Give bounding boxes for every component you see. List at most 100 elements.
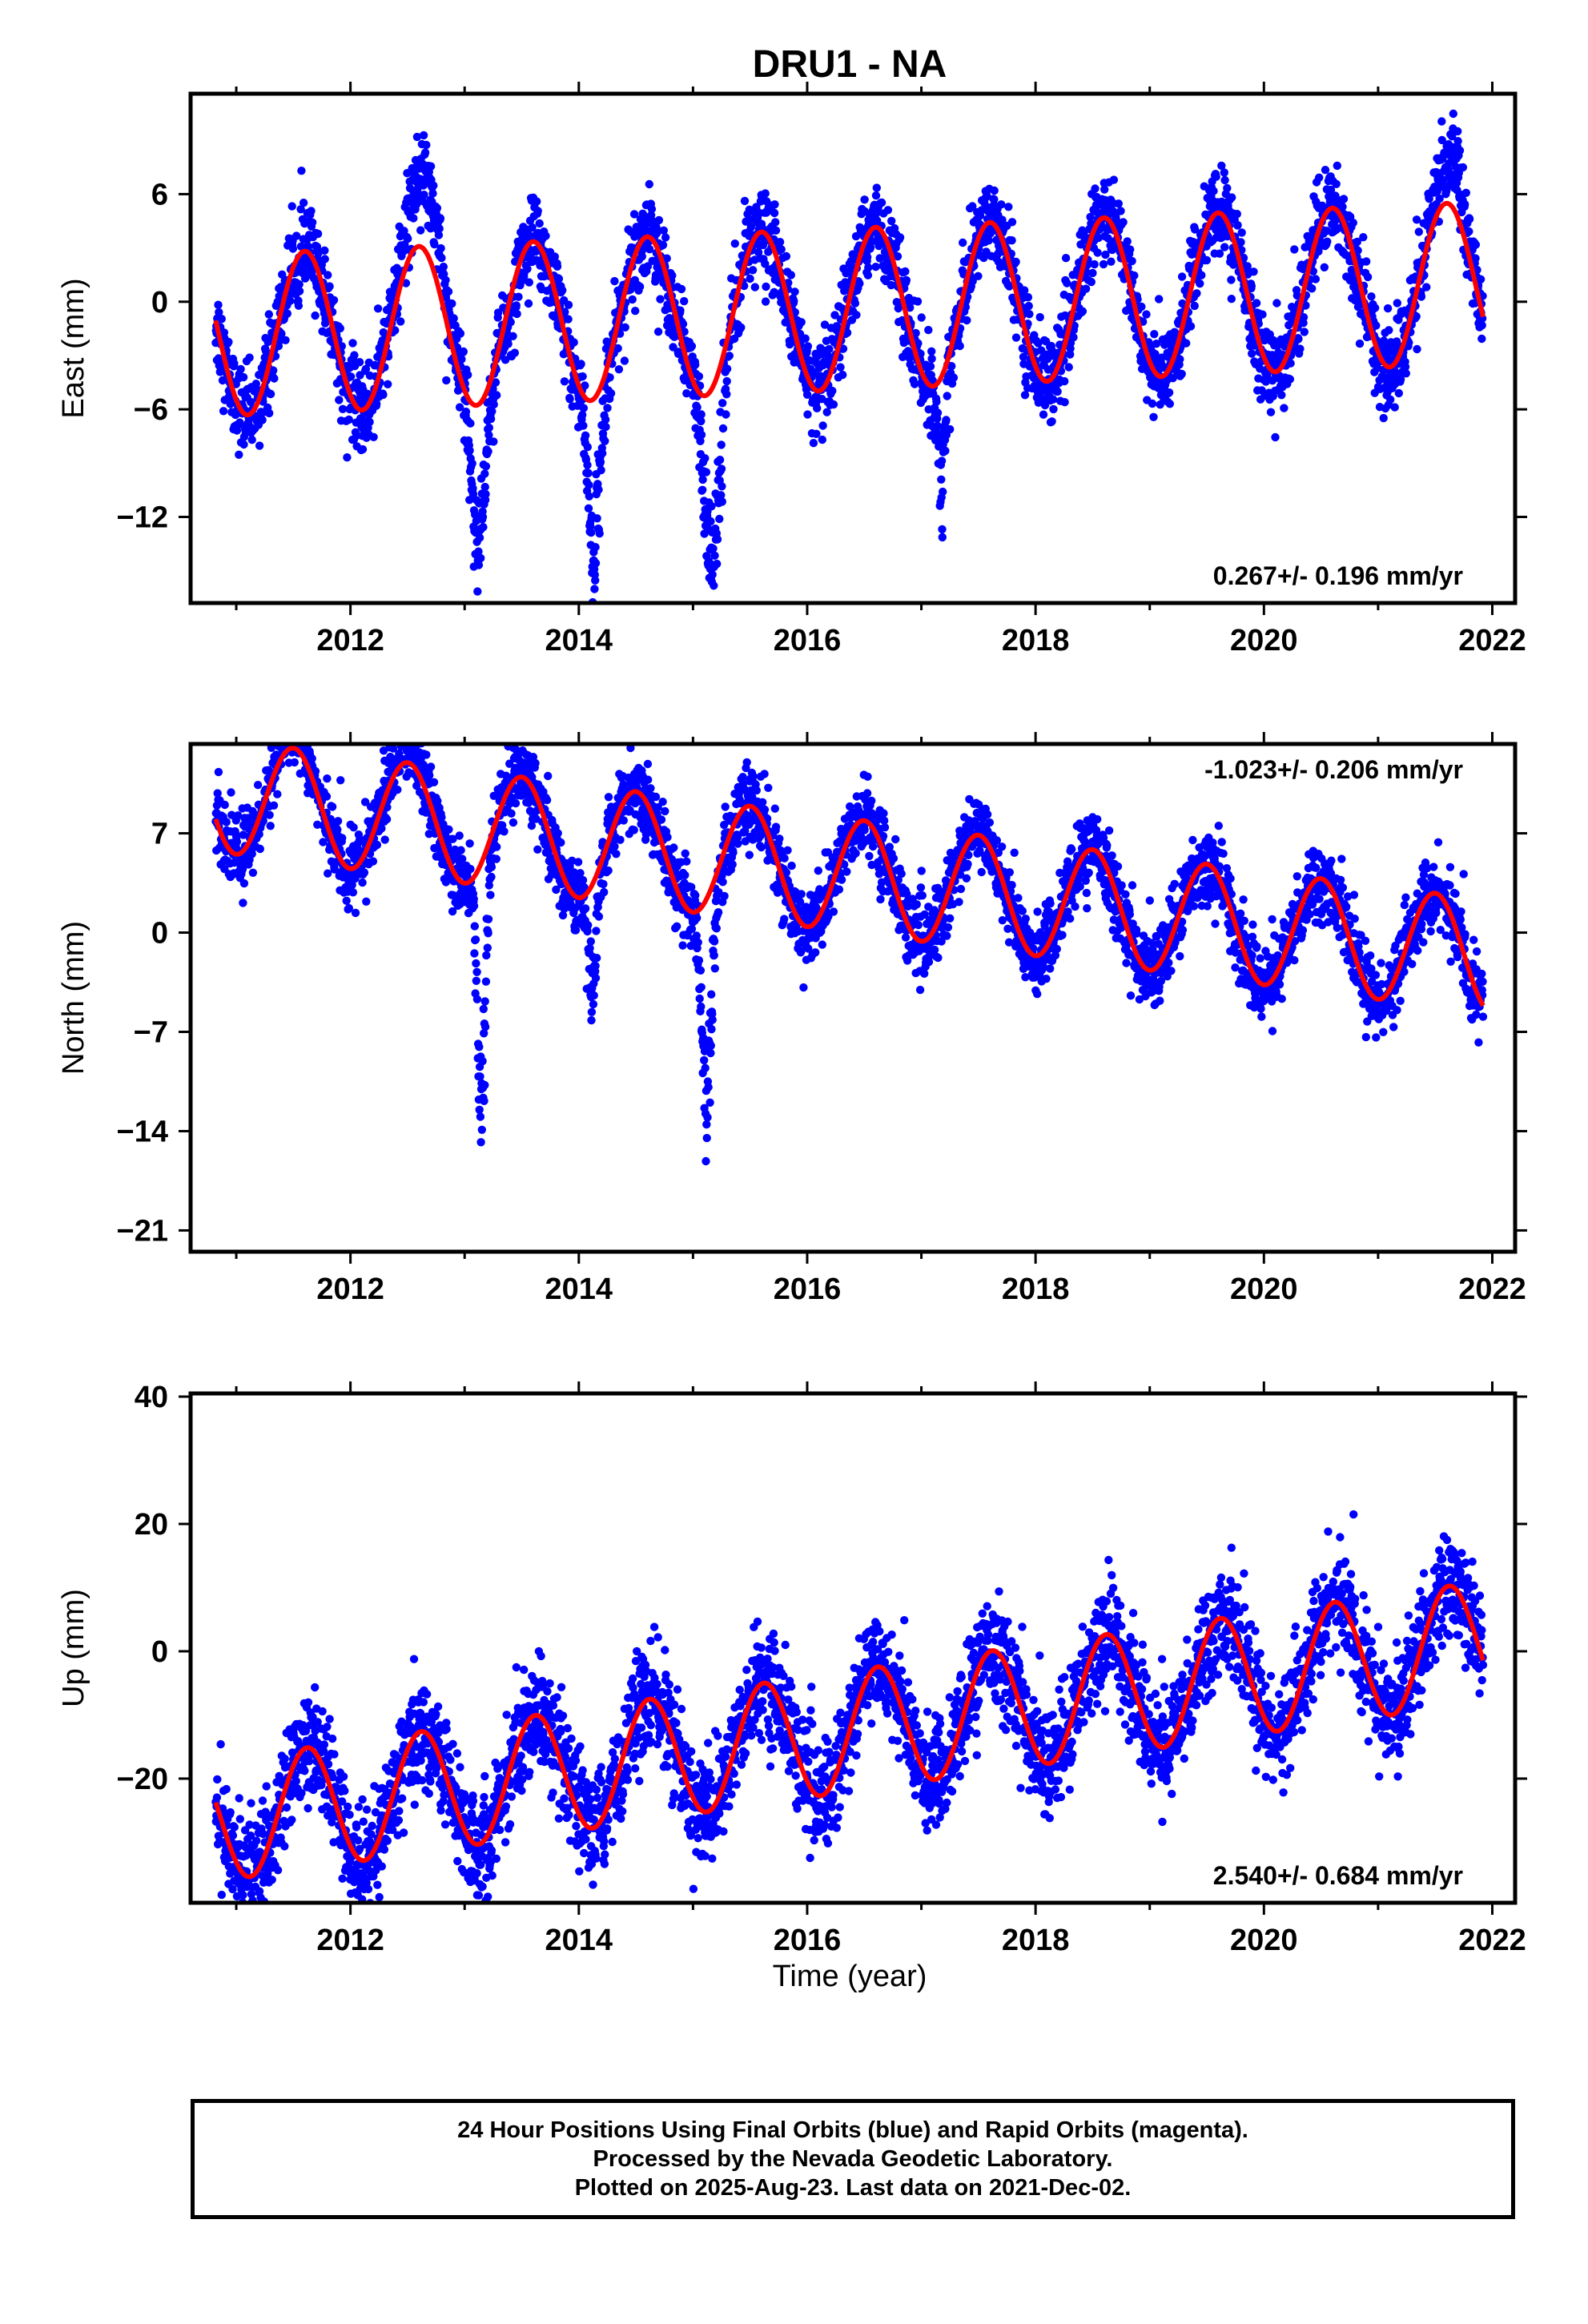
data-point: [247, 850, 256, 858]
data-point: [330, 865, 339, 874]
data-point: [1190, 301, 1199, 311]
data-point: [893, 252, 903, 261]
data-point: [409, 214, 418, 223]
data-point: [635, 282, 645, 292]
data-point: [283, 734, 291, 742]
data-point: [1465, 215, 1474, 223]
data-point: [924, 325, 933, 335]
plot-frame: [188, 91, 1518, 605]
data-point: [718, 424, 728, 433]
data-point: [484, 915, 493, 924]
data-point: [762, 282, 770, 292]
data-point: [444, 825, 453, 834]
data-point: [398, 733, 406, 741]
data-point: [1152, 340, 1161, 348]
data-point: [279, 686, 287, 694]
data-point: [1087, 277, 1096, 287]
data-point: [1372, 321, 1381, 330]
data-point: [601, 422, 610, 432]
data-point: [591, 543, 600, 552]
data-point: [1116, 207, 1125, 215]
data-point: [717, 440, 726, 449]
data-point: [790, 287, 799, 296]
data-point: [506, 318, 515, 327]
data-point: [215, 308, 223, 317]
data-point: [288, 731, 296, 739]
data-point: [584, 468, 593, 477]
data-point: [276, 726, 284, 734]
data-point: [631, 307, 640, 316]
data-point: [269, 801, 279, 810]
data-point: [1039, 410, 1048, 419]
data-point: [308, 218, 317, 227]
data-point: [1081, 284, 1091, 293]
data-point: [338, 404, 348, 413]
data-point: [1359, 233, 1368, 242]
data-point: [458, 854, 467, 863]
data-point: [949, 373, 959, 382]
data-point: [1048, 395, 1058, 404]
data-point: [465, 839, 474, 848]
data-point: [1182, 339, 1191, 348]
data-point: [691, 360, 700, 369]
data-point: [295, 279, 304, 289]
data-point: [289, 724, 297, 732]
data-point: [348, 339, 357, 348]
data-point: [406, 710, 414, 718]
data-point: [656, 295, 665, 304]
data-point: [1272, 299, 1281, 308]
data-point: [1412, 215, 1421, 224]
data-point: [928, 376, 937, 385]
data-point: [352, 431, 361, 440]
data-point: [299, 733, 307, 741]
y-tick-label: −6: [134, 393, 168, 427]
data-point: [486, 414, 496, 424]
data-point: [475, 1043, 484, 1051]
data-point: [448, 834, 457, 843]
data-point: [214, 300, 223, 309]
data-point: [777, 245, 786, 254]
data-point: [269, 366, 278, 375]
data-point: [577, 360, 585, 368]
data-point: [718, 497, 726, 506]
data-points: [211, 109, 1487, 603]
data-point: [1247, 282, 1256, 291]
data-point: [1294, 335, 1303, 344]
data-point: [258, 416, 267, 424]
data-point: [713, 559, 722, 569]
data-point: [822, 408, 831, 416]
data-point: [990, 186, 999, 195]
data-point: [1137, 302, 1146, 312]
data-point: [533, 207, 542, 215]
data-point: [557, 838, 565, 847]
data-point: [722, 376, 731, 386]
data-point: [828, 386, 837, 396]
data-point: [809, 439, 818, 448]
data-point: [838, 344, 848, 353]
data-point: [613, 344, 622, 353]
data-point: [591, 974, 601, 983]
data-point: [279, 726, 287, 734]
data-point: [324, 271, 332, 279]
data-point: [1236, 238, 1245, 247]
data-point: [360, 868, 369, 877]
data-point: [214, 767, 223, 777]
data-point: [629, 826, 638, 834]
data-point: [620, 356, 629, 365]
data-point: [525, 278, 533, 287]
data-point: [762, 197, 771, 206]
data-point: [429, 181, 438, 190]
data-point: [436, 243, 445, 253]
data-point: [279, 717, 287, 725]
data-point: [586, 937, 595, 946]
data-point: [1437, 135, 1446, 145]
data-point: [1220, 175, 1229, 185]
data-point: [1061, 254, 1071, 263]
data-point: [459, 347, 468, 356]
data-point: [1477, 334, 1486, 344]
data-point: [1422, 283, 1431, 292]
data-point: [456, 846, 465, 854]
data-point: [968, 276, 977, 286]
data-point: [1148, 399, 1157, 408]
data-point: [487, 872, 496, 882]
